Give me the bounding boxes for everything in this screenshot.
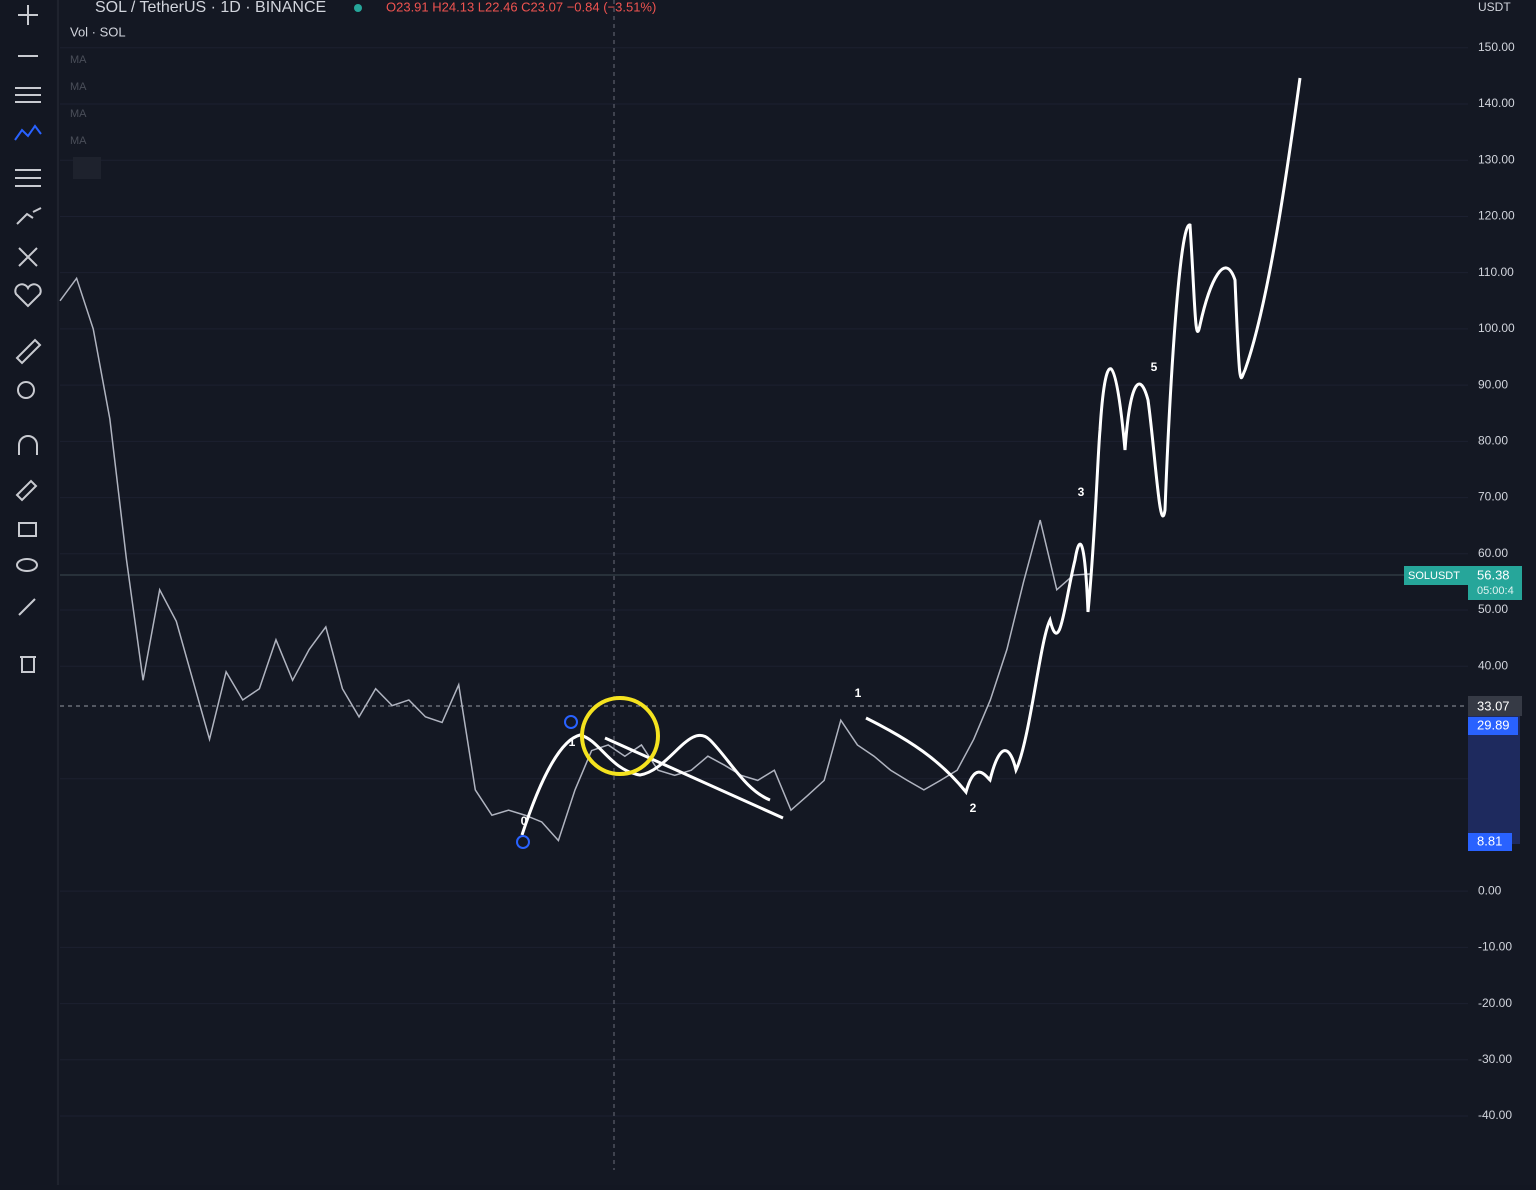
y-tick-label: -30.00 xyxy=(1478,1052,1512,1066)
y-tick-label: 60.00 xyxy=(1478,546,1508,560)
ohlc: O23.91 H24.13 L22.46 C23.07 −0.84 (−3.51… xyxy=(386,0,656,14)
range-highlight xyxy=(1468,716,1520,844)
hand-drawings xyxy=(520,77,1302,836)
favorites-tool[interactable] xyxy=(14,283,42,308)
wave-label: 2 xyxy=(970,801,977,815)
price-series xyxy=(59,276,1091,843)
symbol-tag-text: SOLUSDT xyxy=(1408,570,1460,582)
price-line xyxy=(59,276,1091,843)
measure-tool[interactable] xyxy=(15,338,42,365)
y-tick-label: -20.00 xyxy=(1478,996,1512,1010)
y-tick-label: 140.00 xyxy=(1478,96,1515,110)
wave-label: 1 xyxy=(855,686,862,700)
highlight-circle xyxy=(580,696,660,776)
fib-tool[interactable] xyxy=(15,87,41,103)
lock-tool[interactable] xyxy=(18,522,37,537)
text-tool[interactable] xyxy=(18,247,38,267)
last-price-tag xyxy=(1468,566,1522,600)
toolbar-icons[interactable] xyxy=(14,5,42,673)
crosshair-tool[interactable] xyxy=(18,5,38,25)
anchor-point xyxy=(516,835,530,849)
hide-tool[interactable] xyxy=(16,558,38,572)
projection-tool[interactable] xyxy=(15,169,41,187)
y-tick-label: 100.00 xyxy=(1478,321,1515,335)
lock-drawing-tool[interactable] xyxy=(15,479,38,502)
y-tick-label: 0.00 xyxy=(1478,883,1502,897)
symbol-title: SOL / TetherUS · 1D · BINANCE xyxy=(95,0,326,16)
anchor-point xyxy=(564,715,578,729)
y-tick-label: 70.00 xyxy=(1478,490,1508,504)
ma-label[interactable]: MA xyxy=(70,108,87,120)
ma-label[interactable]: MA xyxy=(70,81,87,93)
drawing-trendline xyxy=(604,736,784,820)
crosshair-price: 33.07 xyxy=(1477,698,1510,713)
y-tick-label: -40.00 xyxy=(1478,1108,1512,1122)
link-tool[interactable] xyxy=(18,598,36,616)
volume-label: Vol · SOL xyxy=(70,24,126,39)
y-tick-label: 110.00 xyxy=(1478,265,1514,279)
market-status xyxy=(354,4,362,12)
delete-tool[interactable] xyxy=(20,656,36,673)
y-tick-label: 130.00 xyxy=(1478,152,1515,166)
last-price: 56.38 xyxy=(1477,567,1510,582)
pattern-tool[interactable] xyxy=(14,124,42,141)
ma-label[interactable]: MA xyxy=(70,54,87,66)
y-tick-label: -10.00 xyxy=(1478,940,1512,954)
brush-tool[interactable] xyxy=(16,207,42,225)
toolbar xyxy=(0,0,56,1185)
zoom-tool[interactable] xyxy=(17,381,35,399)
wave-labels: 0 1 1 2 3 5 xyxy=(521,360,1158,828)
ma-label[interactable]: MA xyxy=(70,135,87,147)
y-tick-label: 50.00 xyxy=(1478,602,1508,616)
level-low: 8.81 xyxy=(1477,833,1502,848)
level-tag xyxy=(1468,833,1512,851)
countdown: 05:00:4 xyxy=(1477,585,1514,597)
symbol-tag xyxy=(1404,566,1468,585)
wave-label: 1 xyxy=(569,735,576,749)
collapse-button[interactable] xyxy=(73,157,101,179)
crosshair-tag xyxy=(1468,696,1522,716)
y-tick-label: 120.00 xyxy=(1478,209,1515,223)
wave-label: 5 xyxy=(1151,360,1158,374)
level-high: 29.89 xyxy=(1477,717,1510,732)
y-tick-label: 40.00 xyxy=(1478,658,1508,672)
y-tick-label: 90.00 xyxy=(1478,377,1508,391)
drawing-projection xyxy=(865,77,1302,796)
drawing-wave-1 xyxy=(520,733,771,836)
y-tick-label: 150.00 xyxy=(1478,40,1515,54)
currency[interactable]: USDT xyxy=(1478,0,1511,14)
grid: 150.00140.00130.00120.00110.00100.0090.0… xyxy=(60,40,1515,1122)
level-tag xyxy=(1468,717,1518,735)
y-tick-label: 80.00 xyxy=(1478,434,1508,448)
magnet-tool[interactable] xyxy=(18,435,38,455)
wave-label: 3 xyxy=(1078,485,1085,499)
wave-label: 0 xyxy=(521,814,528,828)
